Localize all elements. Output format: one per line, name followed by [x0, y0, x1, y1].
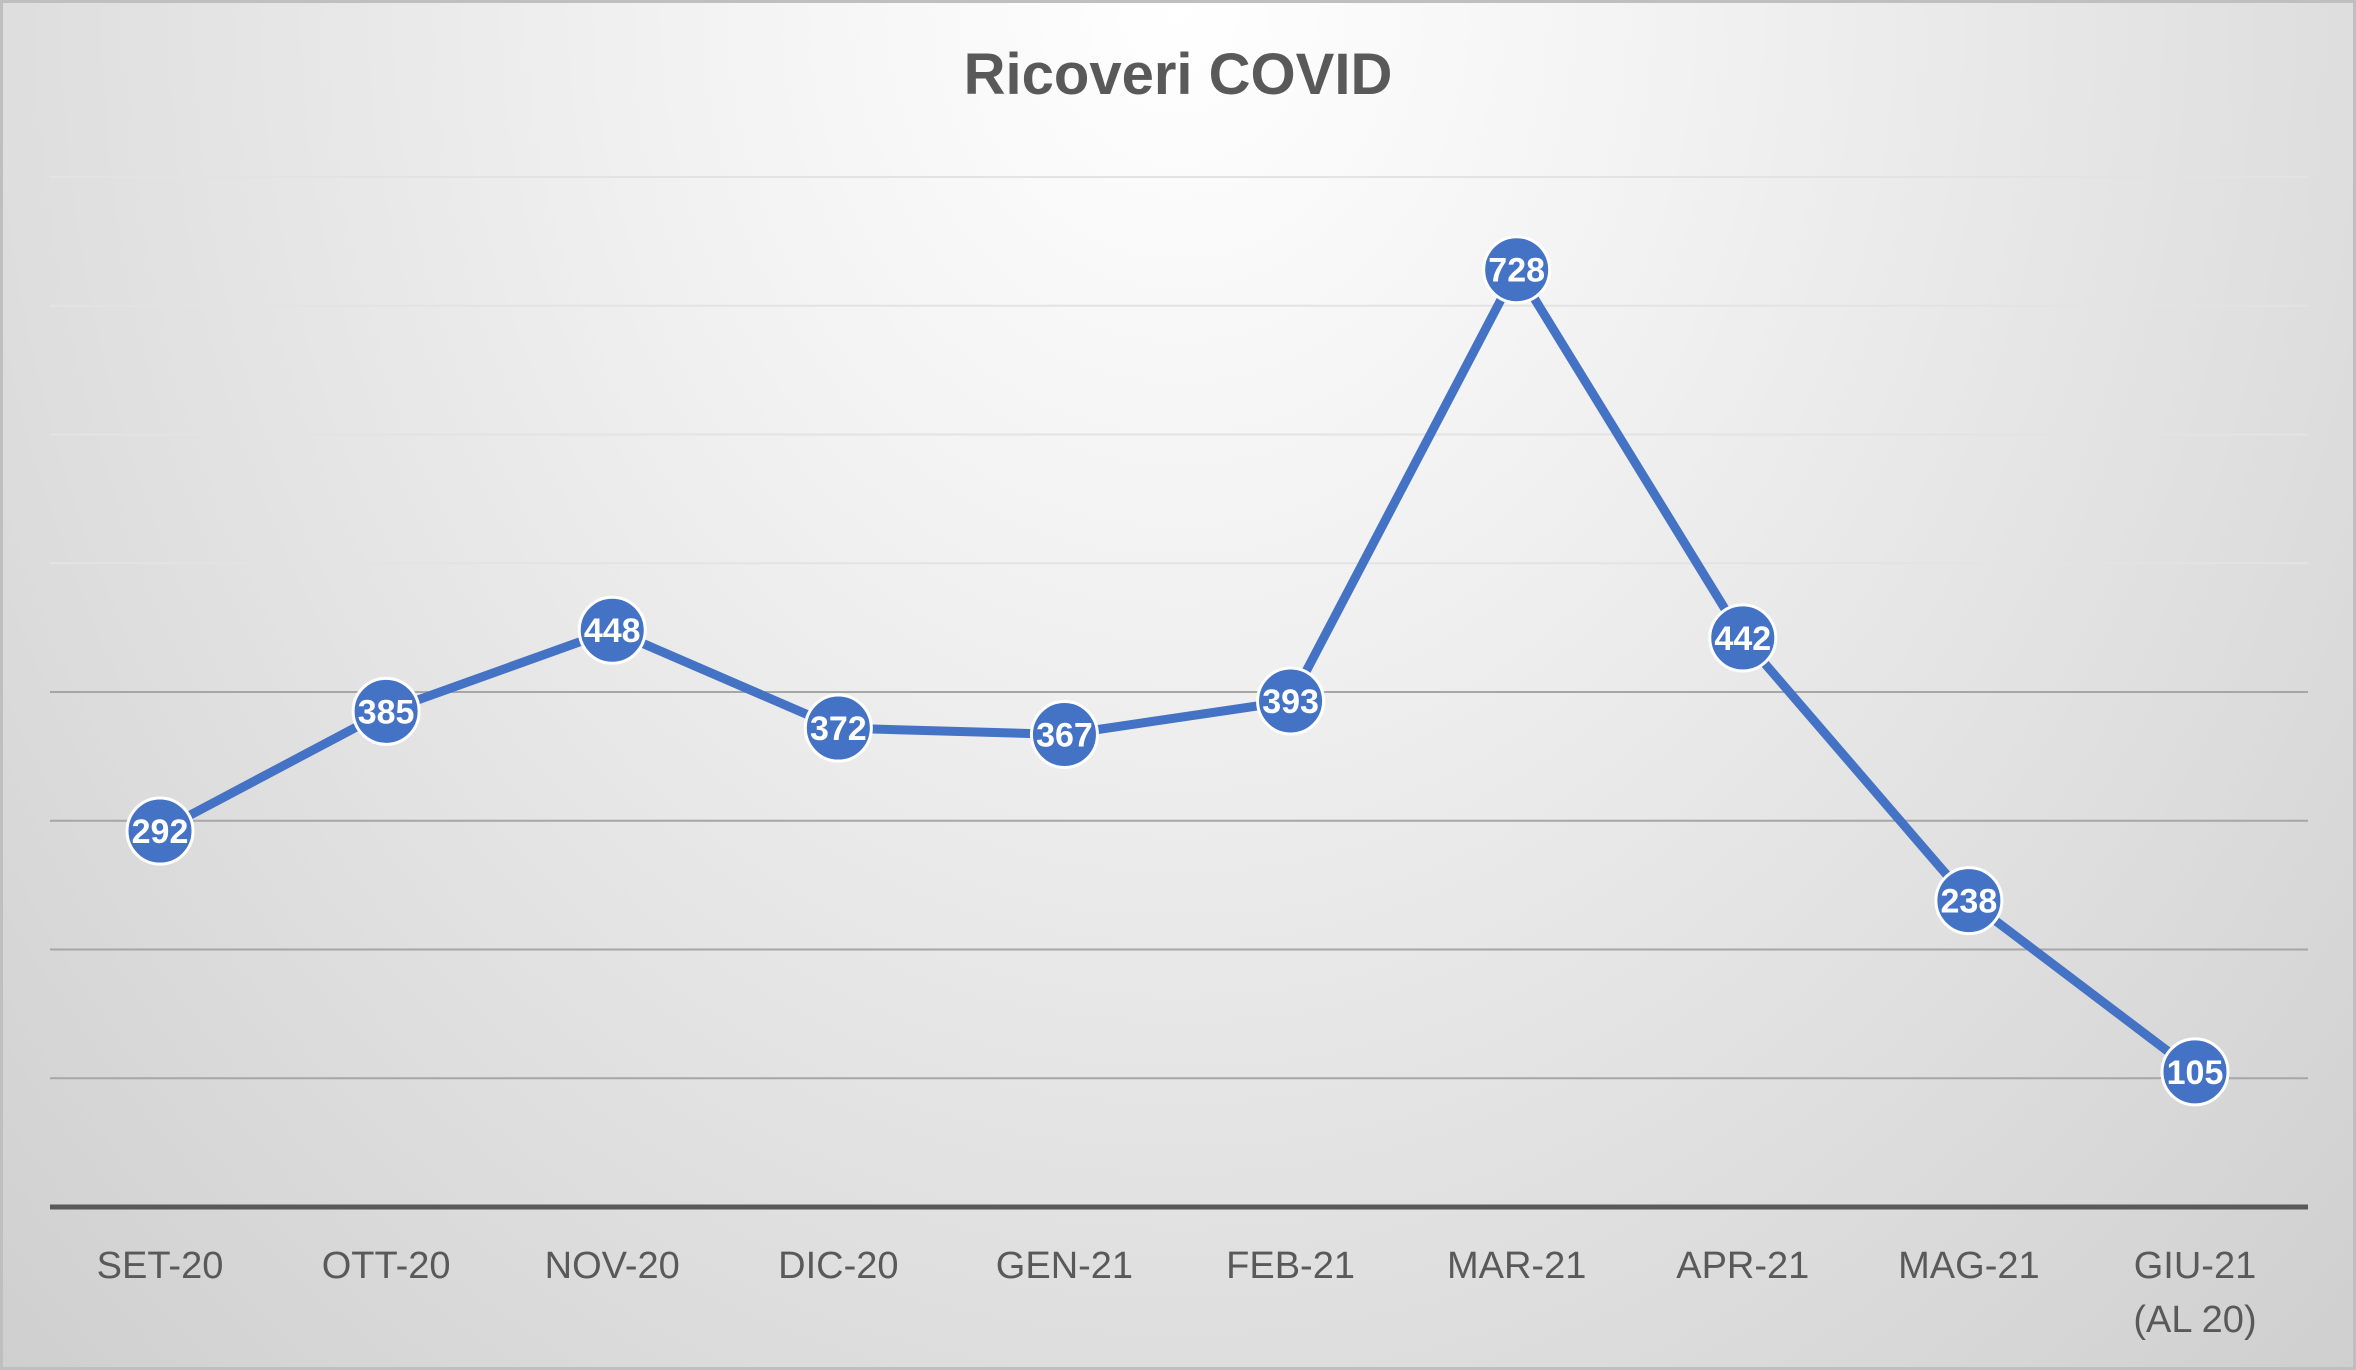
- data-point: 238: [1934, 866, 2004, 936]
- x-tick-label: FEB-21: [1226, 1245, 1355, 1287]
- data-points: 292 385 448 372 367 393 728 442 238 105: [125, 235, 2230, 1107]
- series-line-group: [157, 265, 2198, 1076]
- x-tick-label: GEN-21: [996, 1245, 1133, 1287]
- x-tick-label: GIU-21 (AL 20): [2133, 1245, 2256, 1341]
- data-label: 442: [1714, 620, 1771, 658]
- data-point-marker: [803, 693, 873, 763]
- data-label: 105: [2167, 1054, 2224, 1092]
- line-chart: 292 385 448 372 367 393 728 442 238 105 SET-20 OTT…: [50, 176, 2308, 1341]
- data-point: 448: [577, 595, 647, 665]
- data-point-marker: [1256, 666, 1326, 736]
- data-point: 728: [1482, 235, 1552, 305]
- x-tick-label: SET-20: [97, 1245, 224, 1287]
- data-label: 385: [358, 693, 415, 731]
- data-point-marker: [1482, 235, 1552, 305]
- data-point: 372: [803, 693, 873, 763]
- x-tick-label: OTT-20: [322, 1245, 451, 1287]
- x-tick-label: MAR-21: [1447, 1245, 1586, 1287]
- data-label: 448: [584, 612, 641, 650]
- data-point-marker: [1934, 866, 2004, 936]
- x-tick-label: MAG-21: [1898, 1245, 2039, 1287]
- data-point: 292: [125, 796, 195, 866]
- data-label: 372: [810, 710, 867, 748]
- data-point: 442: [1708, 603, 1778, 673]
- data-point-marker: [1708, 603, 1778, 673]
- data-point: 105: [2160, 1037, 2230, 1107]
- chart-title: Ricoveri COVID: [963, 42, 1393, 107]
- data-point-marker: [2160, 1037, 2230, 1107]
- data-point-marker: [1029, 699, 1099, 769]
- data-label: 367: [1036, 716, 1093, 754]
- data-label: 238: [1941, 883, 1998, 921]
- x-tick-label: APR-21: [1676, 1245, 1809, 1287]
- gridlines: [50, 176, 2308, 1080]
- data-label: 393: [1262, 683, 1319, 721]
- data-point: 367: [1029, 699, 1099, 769]
- data-point: 385: [351, 676, 421, 746]
- data-label: 292: [132, 813, 189, 851]
- data-point-marker: [577, 595, 647, 665]
- x-tick-label: NOV-20: [545, 1245, 680, 1287]
- data-point-marker: [125, 796, 195, 866]
- series-line: [157, 265, 2198, 1076]
- x-tick-label: DIC-20: [778, 1245, 898, 1287]
- data-point: 393: [1256, 666, 1326, 736]
- data-label: 728: [1488, 252, 1545, 290]
- data-point-marker: [351, 676, 421, 746]
- x-axis-tick-labels: SET-20 OTT-20 NOV-20 DIC-20 GEN-21 FEB-21 MAR-…: [97, 1245, 2257, 1341]
